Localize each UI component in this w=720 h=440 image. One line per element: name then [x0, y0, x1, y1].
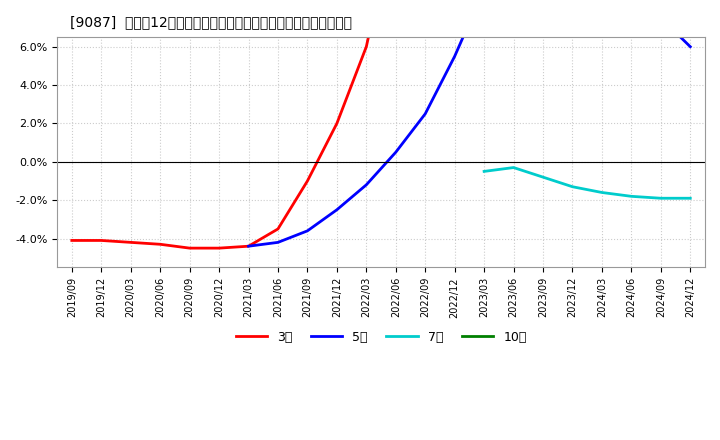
Legend: 3年, 5年, 7年, 10年: 3年, 5年, 7年, 10年 [230, 326, 531, 348]
Text: [9087]  売上高12か月移動合計の対前年同期増減率の平均値の推移: [9087] 売上高12か月移動合計の対前年同期増減率の平均値の推移 [70, 15, 352, 29]
